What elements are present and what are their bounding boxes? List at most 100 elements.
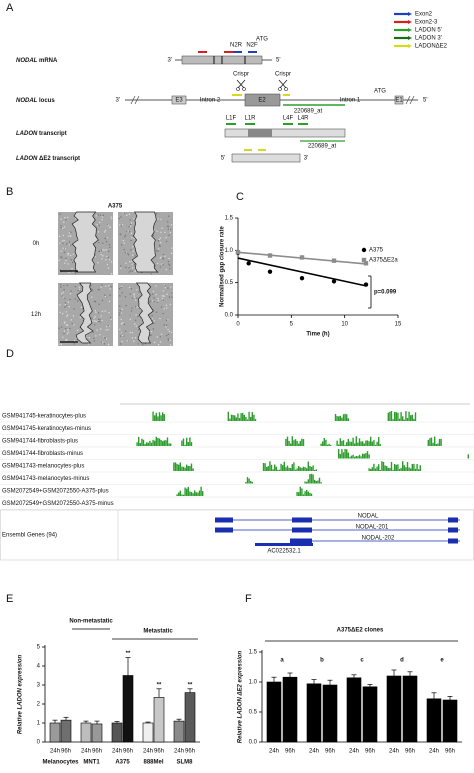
- cell-texture: [167, 228, 170, 230]
- cell-texture: [131, 267, 134, 269]
- y-tick-label: 0.5: [225, 280, 234, 286]
- cell-texture: [66, 243, 68, 245]
- coverage: [309, 492, 311, 496]
- cell-texture: [134, 270, 137, 272]
- bar: [153, 697, 165, 743]
- cell-texture: [102, 242, 104, 245]
- coverage: [355, 436, 357, 446]
- coverage: [346, 442, 348, 446]
- coverage: [370, 468, 372, 471]
- cell-texture: [157, 300, 159, 302]
- coverage: [342, 440, 345, 446]
- cell-line: A375: [108, 204, 123, 210]
- cell-texture: [60, 293, 63, 295]
- cell-texture: [131, 307, 133, 309]
- cell-texture: [171, 247, 173, 249]
- cell-texture: [58, 327, 60, 329]
- cell-texture: [61, 257, 63, 259]
- coverage: [354, 456, 356, 459]
- cell-texture: [95, 311, 97, 314]
- cell-texture: [129, 331, 131, 334]
- cell-texture: [71, 323, 73, 325]
- cell-texture: [131, 297, 134, 299]
- cell-texture: [95, 335, 97, 337]
- coverage: [298, 492, 300, 496]
- cell-texture: [67, 329, 69, 331]
- coverage: [246, 477, 249, 484]
- cell-texture: [76, 329, 79, 332]
- coverage: [139, 443, 141, 446]
- x-tick-label: 24h: [143, 749, 153, 755]
- cell-texture: [79, 290, 81, 292]
- cell-texture: [107, 325, 109, 327]
- cell-texture: [72, 315, 75, 317]
- cell-texture: [80, 306, 83, 309]
- cell-texture: [169, 231, 172, 234]
- coverage: [347, 452, 349, 459]
- cell-texture: [169, 303, 172, 306]
- cell-texture: [65, 257, 67, 260]
- coverage: [146, 442, 148, 446]
- cell-texture: [59, 304, 61, 306]
- cell-texture: [63, 251, 66, 254]
- cell-texture: [133, 237, 135, 240]
- coverage: [323, 438, 325, 446]
- coverage: [398, 469, 401, 471]
- cell-texture: [101, 299, 104, 302]
- cell-texture: [123, 242, 125, 244]
- coverage: [432, 442, 434, 446]
- coverage: [178, 464, 180, 471]
- locus-label: Intron 1: [340, 98, 361, 104]
- coverage: [267, 466, 269, 471]
- cell-texture: [74, 285, 77, 288]
- exon: [394, 95, 404, 105]
- cell-texture: [88, 337, 90, 339]
- exon: [244, 93, 281, 107]
- coverage: [414, 468, 417, 471]
- cell-texture: [156, 336, 158, 338]
- cell-texture: [103, 249, 105, 251]
- cell-texture: [102, 249, 104, 251]
- coverage: [304, 491, 306, 496]
- cell-texture: [70, 244, 72, 246]
- cell-texture: [155, 213, 158, 215]
- gene-exon: [255, 543, 313, 546]
- x-tick-label: 24h: [389, 749, 399, 755]
- x-tick-label: 96h: [123, 749, 133, 755]
- coverage: [362, 441, 364, 446]
- coverage: [291, 464, 293, 471]
- cell-texture: [100, 249, 103, 251]
- cell-texture: [169, 344, 172, 346]
- coverage: [187, 466, 189, 471]
- coverage: [288, 467, 290, 471]
- cell-texture: [97, 312, 100, 314]
- coverage: [298, 466, 300, 471]
- cell-texture: [108, 243, 111, 246]
- coverage: [315, 480, 317, 484]
- coverage: [160, 439, 162, 446]
- coverage: [158, 412, 161, 421]
- cell-texture: [130, 232, 133, 235]
- point: [267, 269, 273, 274]
- cell-texture: [122, 322, 124, 324]
- cell-texture: [168, 330, 171, 333]
- cell-texture: [160, 333, 163, 335]
- point: [299, 255, 305, 260]
- bar: [386, 675, 402, 743]
- coverage: [408, 467, 410, 471]
- coverage: [246, 419, 249, 421]
- locus-label: Intron 2: [200, 98, 221, 104]
- cell-texture: [134, 319, 137, 322]
- coverage: [341, 449, 343, 459]
- cell-texture: [171, 296, 173, 298]
- cell-texture: [107, 224, 109, 226]
- coverage: [389, 467, 391, 471]
- coverage: [378, 464, 380, 471]
- ladon-label: L1R: [244, 116, 256, 122]
- coverage: [200, 486, 202, 496]
- cell-texture: [119, 305, 121, 307]
- coverage: [307, 461, 309, 471]
- coverage: [136, 442, 138, 446]
- y-tick-label: 5: [37, 645, 41, 651]
- coverage: [144, 443, 146, 446]
